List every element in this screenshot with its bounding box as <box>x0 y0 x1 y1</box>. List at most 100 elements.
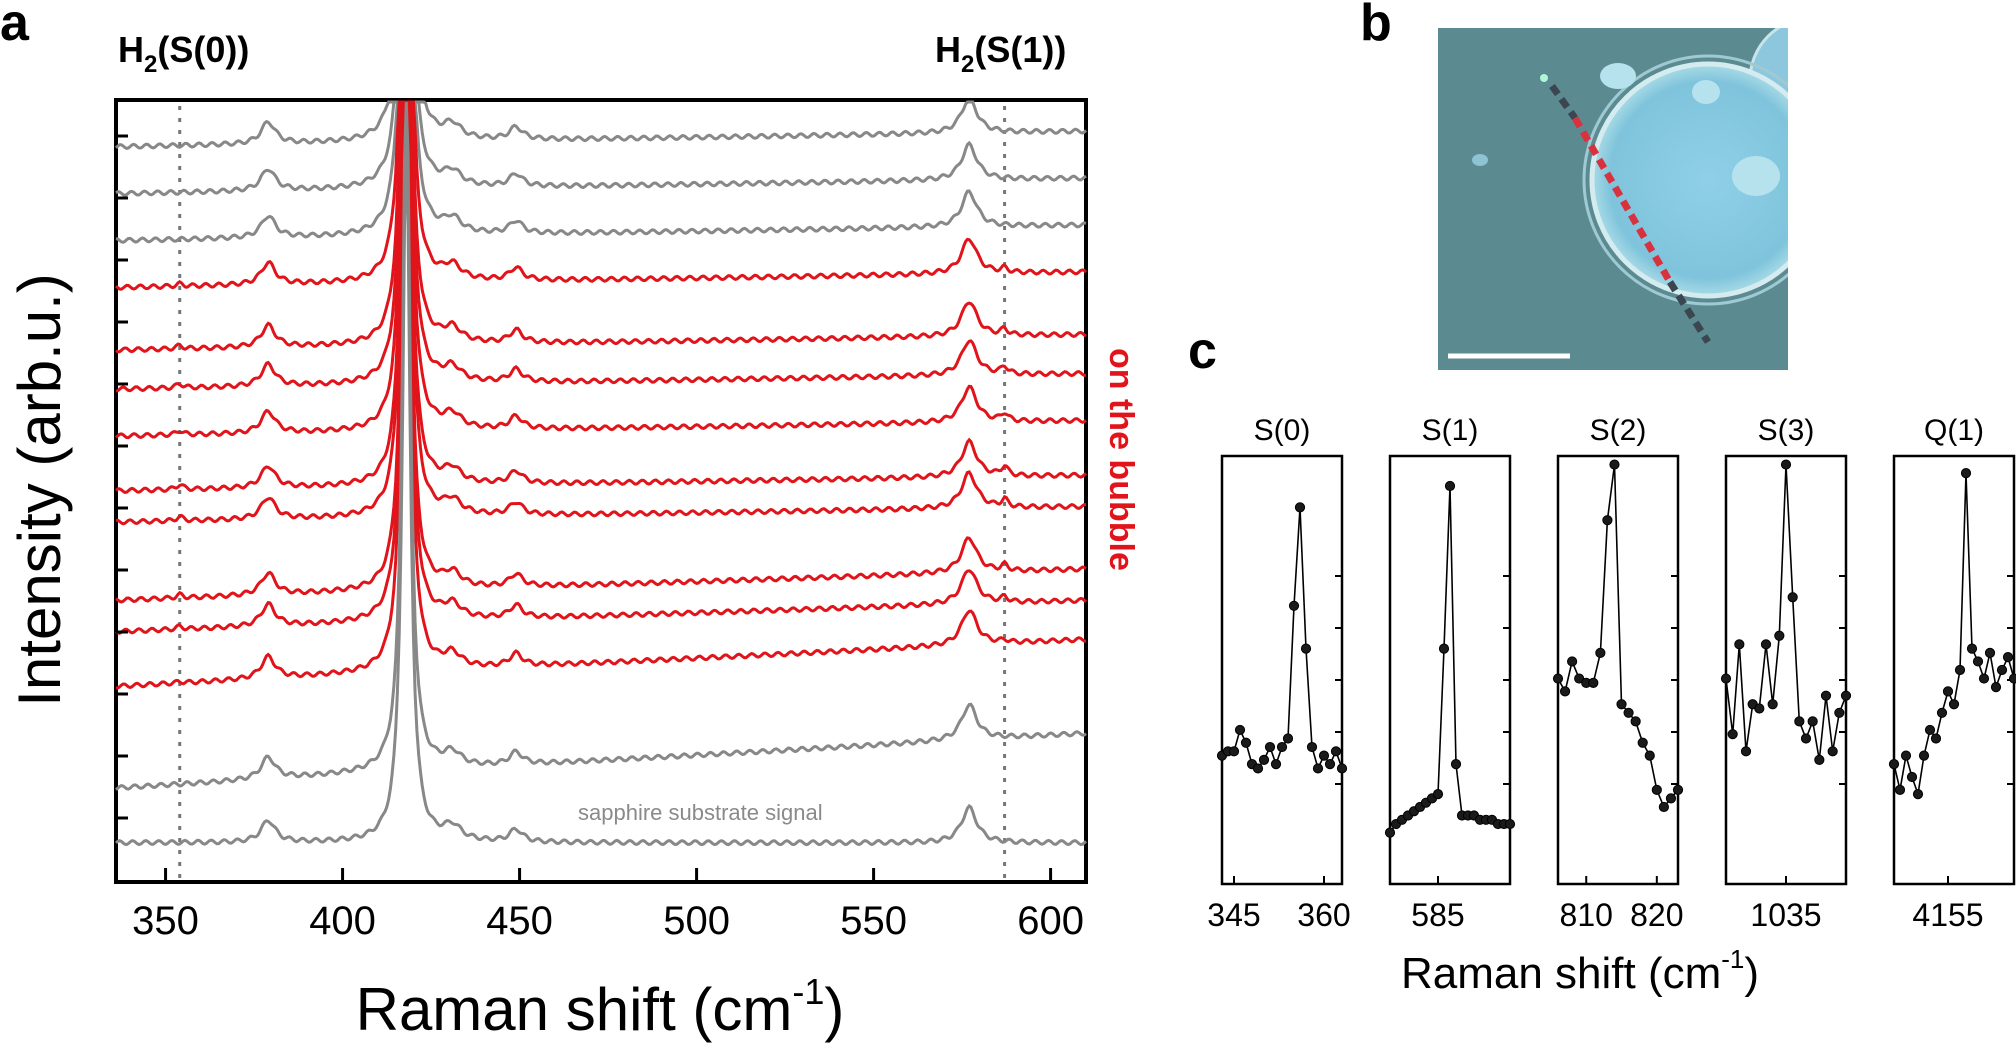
spectrum-bubble-5 <box>115 100 1087 393</box>
data-point <box>1318 750 1330 761</box>
data-point <box>1787 592 1798 603</box>
data-point <box>1567 656 1578 667</box>
small-bubble <box>1732 156 1780 196</box>
data-point <box>1888 759 1900 770</box>
x-tick-label: 400 <box>309 899 376 943</box>
substrate-label: sapphire substrate signal <box>578 800 823 825</box>
subplot-x-tick-label: 810 <box>1560 897 1613 933</box>
panel-a-chart: 350 400 450 500 550 600 H2(S(0)) H2(S(1)) on … <box>6 29 1140 1043</box>
data-point <box>1814 754 1825 765</box>
data-point <box>1282 733 1294 744</box>
x-tick-label: 600 <box>1017 899 1084 943</box>
data-point <box>1240 737 1252 748</box>
data-point <box>1630 716 1641 727</box>
spectrum-bubble-8 <box>116 100 1086 526</box>
data-point <box>1720 673 1732 684</box>
data-point <box>1588 677 1599 688</box>
subplot-0: S(0) 345 360 <box>1207 414 1350 933</box>
subplot-2: S(2) 810 820 <box>1552 414 1684 933</box>
data-point <box>1258 754 1270 765</box>
spectrum-substrate-2 <box>115 100 1087 244</box>
data-point <box>1774 630 1785 641</box>
subplot-3: S(3) 1035 <box>1720 414 1852 933</box>
data-point <box>1609 459 1620 470</box>
data-point <box>1312 763 1324 774</box>
subplot-x-tick-label: 1035 <box>1750 897 1821 933</box>
data-point <box>1740 746 1752 757</box>
data-point <box>1936 707 1948 718</box>
subplot-x-tick-label: 345 <box>1207 897 1260 933</box>
data-point <box>1300 643 1312 654</box>
subplot-frame <box>1556 454 1680 886</box>
data-point <box>1644 750 1655 761</box>
x-tick-label: 500 <box>663 899 730 943</box>
x-tick-label: 450 <box>486 899 553 943</box>
data-point <box>1672 784 1684 795</box>
panel-letter-b: b <box>1360 0 1392 52</box>
data-point <box>1602 515 1613 526</box>
reference-lines <box>178 106 1007 878</box>
panel-letter-a: a <box>0 0 30 52</box>
data-point <box>1637 737 1648 748</box>
panel-a-frame <box>114 98 1088 884</box>
data-point <box>1942 686 1954 697</box>
data-point <box>1294 502 1306 513</box>
data-point <box>1336 763 1348 774</box>
subplot-line <box>1389 485 1510 834</box>
subplot-title: Q(1) <box>1924 414 1984 447</box>
data-point <box>1840 690 1852 701</box>
peak-label-s0: H2(S(0)) <box>118 29 249 78</box>
data-point <box>1960 468 1972 479</box>
x-axis-title: Raman shift (cm-1) <box>356 971 845 1043</box>
peak-label-s1: H2(S(1)) <box>935 29 1066 78</box>
subplot-4: Q(1) 4155 <box>1888 414 2016 933</box>
data-point <box>1906 771 1918 783</box>
spectrum-bubble-6 <box>115 100 1087 440</box>
data-point <box>1948 699 1960 710</box>
small-bubble <box>1600 63 1636 89</box>
spectrum-bubble-7 <box>115 100 1087 494</box>
data-point <box>1623 707 1634 718</box>
data-point <box>1616 699 1627 710</box>
data-point <box>1270 759 1282 770</box>
data-point <box>1444 480 1456 492</box>
data-point <box>1754 703 1765 714</box>
spectrum-bubble-3 <box>115 100 1087 291</box>
data-point <box>1966 643 1978 654</box>
panel-b-image <box>1438 28 1788 370</box>
line-scan-dark-start <box>1549 83 1578 121</box>
subplot-frame <box>1388 454 1512 886</box>
data-point <box>1384 827 1396 838</box>
subplot-x-tick-label: 4155 <box>1912 897 1983 933</box>
data-point <box>1228 746 1240 757</box>
x-tick-label: 350 <box>132 899 199 943</box>
subplot-title: S(1) <box>1422 414 1479 447</box>
spectrum-substrate-12 <box>115 101 1087 791</box>
small-bubble <box>1692 80 1720 104</box>
data-point <box>1552 673 1564 684</box>
spectra-series <box>115 100 1087 847</box>
data-point <box>1996 664 2008 676</box>
panel-c-x-axis-title: Raman shift (cm-1) <box>1401 944 1759 998</box>
x-tick-label: 550 <box>840 899 907 943</box>
data-point <box>1330 746 1342 757</box>
data-point <box>1324 759 1336 770</box>
small-bubble <box>1472 154 1488 166</box>
subplot-title: S(2) <box>1590 414 1647 447</box>
subplot-line <box>1557 464 1679 809</box>
data-point <box>1912 789 1924 800</box>
data-point <box>1978 673 1990 684</box>
data-point <box>1930 733 1942 744</box>
spectrum-bubble-4 <box>115 100 1087 354</box>
main-bubble-ring <box>1582 54 1788 306</box>
data-point <box>1276 741 1288 753</box>
y-axis-title: Intensity (arb.u.) <box>6 273 73 707</box>
subplot-title: S(0) <box>1254 414 1311 447</box>
data-point <box>1760 639 1772 650</box>
data-point <box>1924 724 1936 736</box>
subplot-line <box>1893 473 2015 795</box>
spectrum-bubble-9 <box>115 100 1087 604</box>
data-point <box>1894 784 1906 795</box>
data-point <box>1450 759 1462 770</box>
data-point <box>1767 699 1778 710</box>
